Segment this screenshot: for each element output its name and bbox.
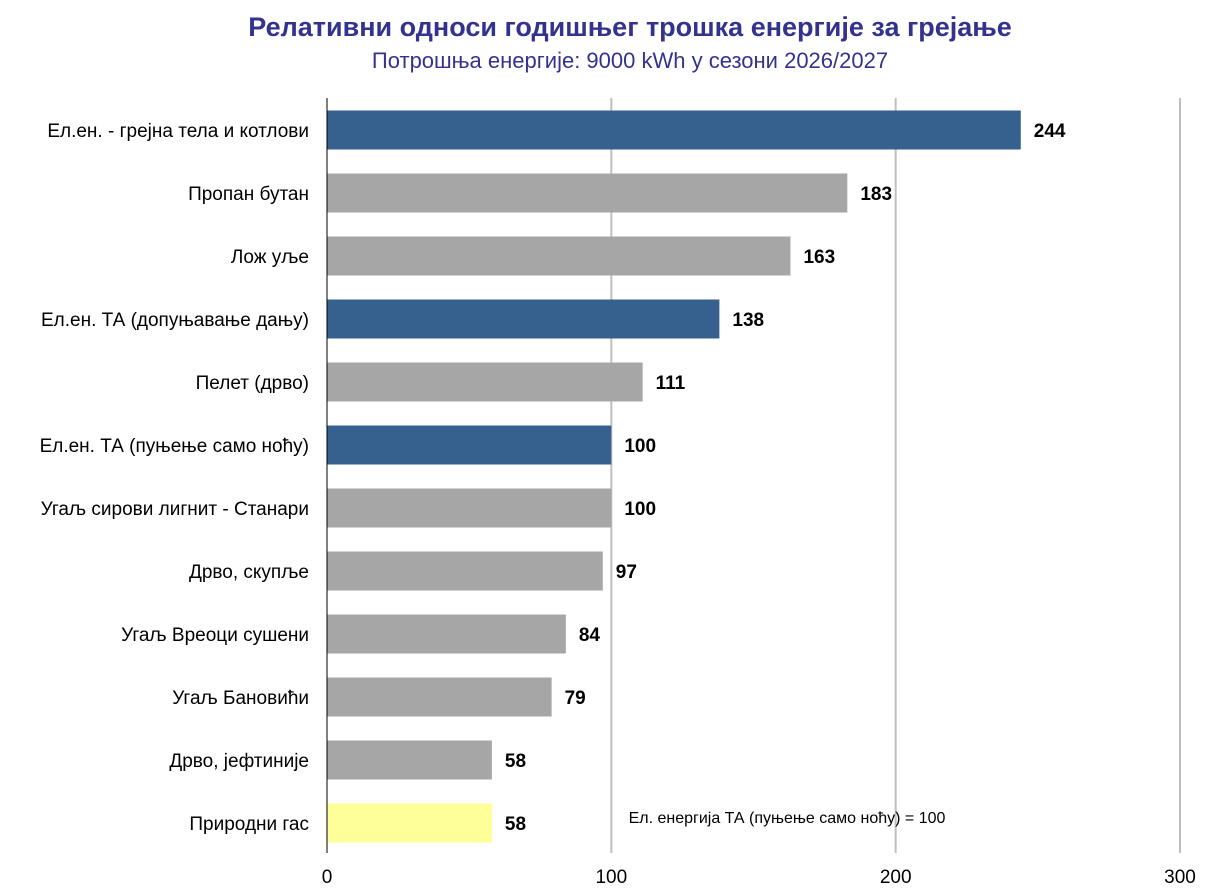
- category-label: Природни гас: [189, 814, 309, 835]
- bar: [327, 110, 1021, 150]
- value-label: 183: [860, 184, 892, 205]
- bar: [327, 236, 791, 276]
- category-label: Угаљ Вреоци сушени: [121, 625, 309, 646]
- reference-note: Ел. енергија ТА (пуњење само ноћу) = 100: [629, 810, 946, 827]
- value-label: 97: [616, 562, 637, 583]
- bar: [327, 551, 603, 591]
- value-labels: 244 183 163 138 111 100 100 97 84 79 58 58: [505, 121, 1066, 835]
- category-labels: Ел.ен. - грејна тела и котлови Пропан бут…: [40, 121, 309, 835]
- x-tick-label: 200: [880, 867, 912, 888]
- bar: [327, 362, 643, 402]
- bar: [327, 425, 612, 465]
- value-label: 100: [624, 436, 656, 457]
- category-label: Ел.ен. - грејна тела и котлови: [47, 121, 309, 142]
- x-tick-label: 0: [322, 867, 333, 888]
- bars: [327, 110, 1021, 843]
- chart-subtitle: Потрошња енергије: 9000 kWh у сезони 202…: [371, 48, 889, 73]
- category-label: Угаљ Бановићи: [172, 688, 309, 709]
- category-label: Угаљ сирови лигнит - Станари: [41, 499, 309, 520]
- value-label: 79: [565, 688, 586, 709]
- gridlines: [610, 98, 1181, 853]
- value-label: 138: [732, 310, 764, 331]
- category-label: Дрво, јефтиније: [169, 751, 309, 772]
- x-tick-label: 100: [595, 867, 627, 888]
- bar: [327, 677, 552, 717]
- category-label: Пропан бутан: [188, 184, 309, 205]
- bar: [327, 803, 492, 843]
- x-tick-label: 300: [1164, 867, 1196, 888]
- value-label: 58: [505, 814, 526, 835]
- value-label: 58: [505, 751, 526, 772]
- category-label: Дрво, скупље: [189, 562, 309, 583]
- value-label: 84: [579, 625, 601, 646]
- bar: [327, 173, 848, 213]
- bar: [327, 740, 492, 780]
- category-label: Ел.ен. ТА (допуњавање дању): [41, 310, 309, 331]
- category-label: Ел.ен. ТА (пуњење само ноћу): [40, 436, 309, 457]
- x-tick-labels: 0 100 200 300: [322, 867, 1196, 888]
- bar: [327, 614, 566, 654]
- bar: [327, 299, 720, 339]
- value-label: 111: [656, 373, 686, 394]
- value-label: 244: [1034, 121, 1066, 142]
- bar: [327, 488, 612, 528]
- value-label: 163: [803, 247, 835, 268]
- category-label: Пелет (дрво): [196, 373, 309, 394]
- chart-title: Релативни односи годишњег трошка енергиј…: [248, 12, 1012, 42]
- value-label: 100: [624, 499, 656, 520]
- category-label: Лож уље: [231, 247, 309, 268]
